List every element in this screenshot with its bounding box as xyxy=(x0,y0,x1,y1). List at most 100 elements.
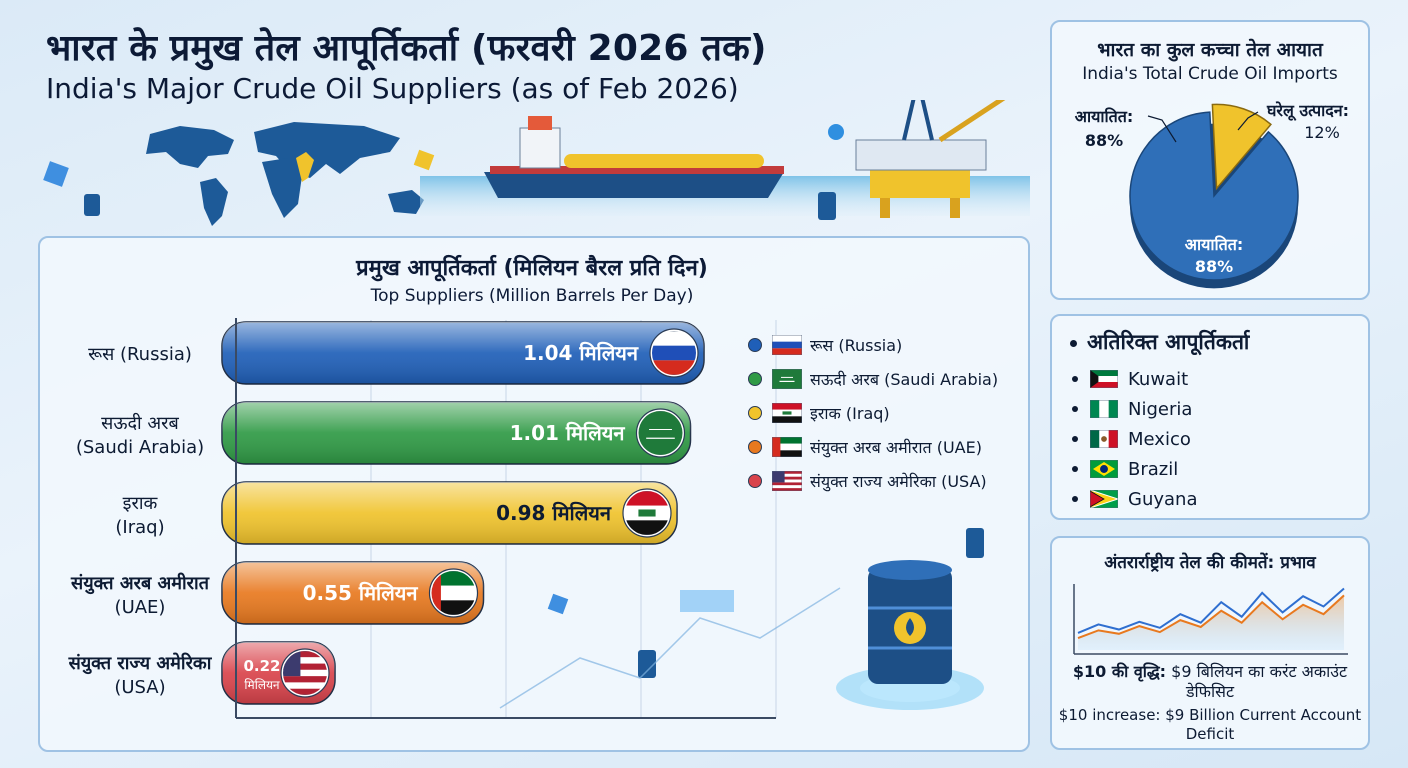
pie-outer-value-left: 88% xyxy=(1085,131,1123,150)
pie-leader-line xyxy=(1237,111,1259,131)
price-series-line xyxy=(1077,594,1345,639)
bullet xyxy=(1072,406,1078,412)
additional-supplier-item: Kuwait xyxy=(1072,364,1197,394)
legend-item: संयुक्त राज्य अमेरिका (USA) xyxy=(748,464,1028,498)
total-imports-panel: भारत का कुल कच्चा तेल आयात India's Total… xyxy=(1050,20,1370,300)
oil-rig-icon xyxy=(855,100,1006,218)
uae-flag-icon xyxy=(431,571,476,615)
nigeria-flag-icon xyxy=(1090,400,1118,418)
cube-icon xyxy=(680,590,734,612)
kuwait-flag-icon xyxy=(1090,370,1118,388)
saudi-flag-icon xyxy=(772,369,802,389)
category-label-en: (Saudi Arabia) xyxy=(76,437,204,458)
additional-supplier-item: Mexico xyxy=(1072,424,1197,454)
iraq-flag-icon xyxy=(625,491,669,535)
legend-color-dot xyxy=(748,372,762,386)
pie-outer-label-right: घरेलू उत्पादन: xyxy=(1266,101,1349,121)
cube-icon xyxy=(547,593,569,615)
bar-value-label: 1.04 मिलियन xyxy=(523,341,639,365)
additional-suppliers-title: अतिरिक्त आपूर्तिकर्ता xyxy=(1070,328,1249,356)
bar-gloss xyxy=(222,562,484,624)
legend-color-dot xyxy=(748,406,762,420)
cube-icon xyxy=(43,161,69,187)
category-label-en: (USA) xyxy=(114,677,165,698)
price-impact-note-hi: $10 की वृद्धि: $9 बिलियन का करंट अकाउंट … xyxy=(1072,662,1348,701)
page-subtitle: India's Major Crude Oil Suppliers (as of… xyxy=(46,72,739,105)
legend-item: संयुक्त अरब अमीरात (UAE) xyxy=(748,430,1028,464)
bar-chart: 1.04 मिलियन रूस (Russia) 1.01 मिलियन सऊदी अ… xyxy=(68,318,984,719)
bar-iraq: 0.98 मिलियन xyxy=(221,481,678,545)
bar-usa: 0.22 मिलियन xyxy=(221,641,336,705)
barrel-icon xyxy=(638,650,656,678)
pie-subtitle: India's Total Crude Oil Imports xyxy=(1082,64,1338,84)
additional-supplier-item: Brazil xyxy=(1072,454,1197,484)
category-label: रूस (Russia) xyxy=(88,344,192,365)
price-impact-panel: अंतरार्राष्ट्रीय तेल की कीमतें: प्रभाव $… xyxy=(1050,536,1370,750)
category-label-hi: संयुक्त राज्य अमेरिका xyxy=(68,652,213,675)
bullet xyxy=(1072,376,1078,382)
supplier-name: Nigeria xyxy=(1128,398,1193,420)
category-label-hi: इराक xyxy=(123,493,159,514)
pie-chart: आयातित: 88% आयातित: 88% घरेलू उत्पादन: 12% xyxy=(1075,101,1349,289)
bar-value-label: 0.55 मिलियन xyxy=(303,581,419,605)
bullet xyxy=(1072,466,1078,472)
legend-color-dot xyxy=(748,338,762,352)
category-label-hi: सऊदी अरब xyxy=(101,412,179,434)
legend-item: रूस (Russia) xyxy=(748,328,1028,362)
bar-gloss xyxy=(222,322,704,384)
pie-inner-label: आयातित: xyxy=(1185,235,1244,254)
guyana-flag-icon xyxy=(1090,490,1118,508)
bar-russia: 1.04 मिलियन xyxy=(221,321,705,385)
pie-leader-line xyxy=(1147,115,1177,143)
barrel-icon xyxy=(818,192,836,220)
bar-gloss xyxy=(222,482,677,544)
page-title: भारत के प्रमुख तेल आपूर्तिकर्ता (फरवरी 2… xyxy=(46,28,767,69)
pie-slice-domestic xyxy=(1211,103,1272,191)
additional-suppliers-panel: अतिरिक्त आपूर्तिकर्ता Kuwait Nigeria Mexic… xyxy=(1050,314,1370,520)
legend-label: इराक (Iraq) xyxy=(810,404,890,423)
pie-inner-value: 88% xyxy=(1195,257,1233,276)
uae-flag-icon xyxy=(772,437,802,457)
price-series-line xyxy=(1077,587,1345,634)
additional-supplier-item: Nigeria xyxy=(1072,394,1197,424)
legend-label: रूस (Russia) xyxy=(810,336,903,355)
bullet xyxy=(1072,496,1078,502)
world-map-icon xyxy=(146,122,424,226)
legend-label: सऊदी अरब (Saudi Arabia) xyxy=(810,370,999,389)
mexico-flag-icon xyxy=(1090,430,1118,448)
oil-drop-icon xyxy=(828,124,844,140)
price-impact-note-en: $10 increase: $9 Billion Current Account… xyxy=(1058,706,1362,743)
supplier-name: Brazil xyxy=(1128,458,1179,480)
pie-slice-imported xyxy=(1129,111,1299,281)
india-map-icon xyxy=(296,152,314,182)
brazil-flag-icon xyxy=(1090,460,1118,478)
pie-outer-value-right: 12% xyxy=(1304,123,1340,142)
chart-subtitle: Top Suppliers (Million Barrels Per Day) xyxy=(370,286,694,306)
legend-item: सऊदी अरब (Saudi Arabia) xyxy=(748,362,1028,396)
price-impact-title: अंतरार्राष्ट्रीय तेल की कीमतें: प्रभाव xyxy=(1104,553,1316,573)
bar-uae: 0.55 मिलियन xyxy=(221,561,485,625)
hero-illustration xyxy=(43,100,1030,226)
additional-supplier-item: Guyana xyxy=(1072,484,1197,514)
price-area xyxy=(1078,595,1344,650)
legend-label: संयुक्त अरब अमीरात (UAE) xyxy=(810,438,982,457)
bar-unit-label: मिलियन xyxy=(244,678,279,692)
usa-flag-icon xyxy=(772,471,802,491)
bar-value-label: 1.01 मिलियन xyxy=(510,421,626,445)
chart-legend: रूस (Russia) सऊदी अरब (Saudi Arabia) इराक … xyxy=(748,328,1028,498)
category-label-hi: संयुक्त अरब अमीरात xyxy=(70,572,210,595)
russia-flag-icon xyxy=(772,335,802,355)
bar-value-label: 0.22 xyxy=(243,657,280,675)
chart-title: प्रमुख आपूर्तिकर्ता (मिलियन बैरल प्रति द… xyxy=(356,256,708,281)
bar-saudi-arabia: 1.01 मिलियन xyxy=(221,401,692,465)
glowing-barrel-icon xyxy=(836,560,984,710)
cube-icon xyxy=(413,149,435,171)
saudi-flag-icon xyxy=(638,411,683,455)
iraq-flag-icon xyxy=(772,403,802,423)
bullet xyxy=(1072,436,1078,442)
bar-value-label: 0.98 मिलियन xyxy=(496,501,612,525)
category-label-en: (UAE) xyxy=(115,597,166,618)
pie-title: भारत का कुल कच्चा तेल आयात xyxy=(1097,39,1323,61)
legend-label: संयुक्त राज्य अमेरिका (USA) xyxy=(810,472,987,491)
usa-flag-icon xyxy=(283,651,327,695)
